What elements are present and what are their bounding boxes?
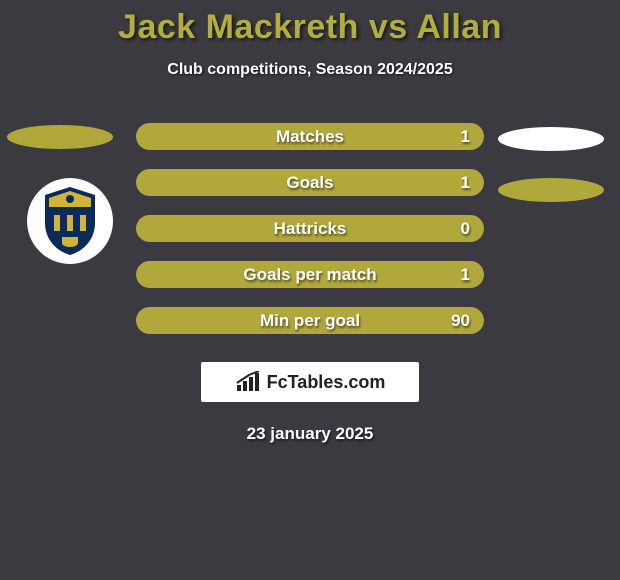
stat-label: Hattricks [274,219,347,239]
brand-text: FcTables.com [267,372,386,393]
stat-row: Goals 1 [136,169,484,196]
stat-row: Hattricks 0 [136,215,484,242]
brand-logo: FcTables.com [201,362,419,402]
stat-value: 90 [451,311,470,331]
stat-row: Matches 1 [136,123,484,150]
stat-label: Matches [276,127,344,147]
stat-value: 1 [461,173,470,193]
page-title: Jack Mackreth vs Allan [0,0,620,47]
chart-icon [235,371,261,393]
stat-row: Goals per match 1 [136,261,484,288]
stat-value: 1 [461,265,470,285]
date-text: 23 january 2025 [0,424,620,444]
subtitle: Club competitions, Season 2024/2025 [0,61,620,79]
stat-value: 0 [461,219,470,239]
stat-label: Goals [286,173,333,193]
stat-label: Min per goal [260,311,360,331]
oval-top-left [7,125,113,149]
stat-label: Goals per match [243,265,376,285]
stat-value: 1 [461,127,470,147]
stat-row: Min per goal 90 [136,307,484,334]
oval-mid-right [498,178,604,202]
club-badge [27,178,113,264]
crest-icon [40,185,100,257]
oval-top-right [498,127,604,151]
